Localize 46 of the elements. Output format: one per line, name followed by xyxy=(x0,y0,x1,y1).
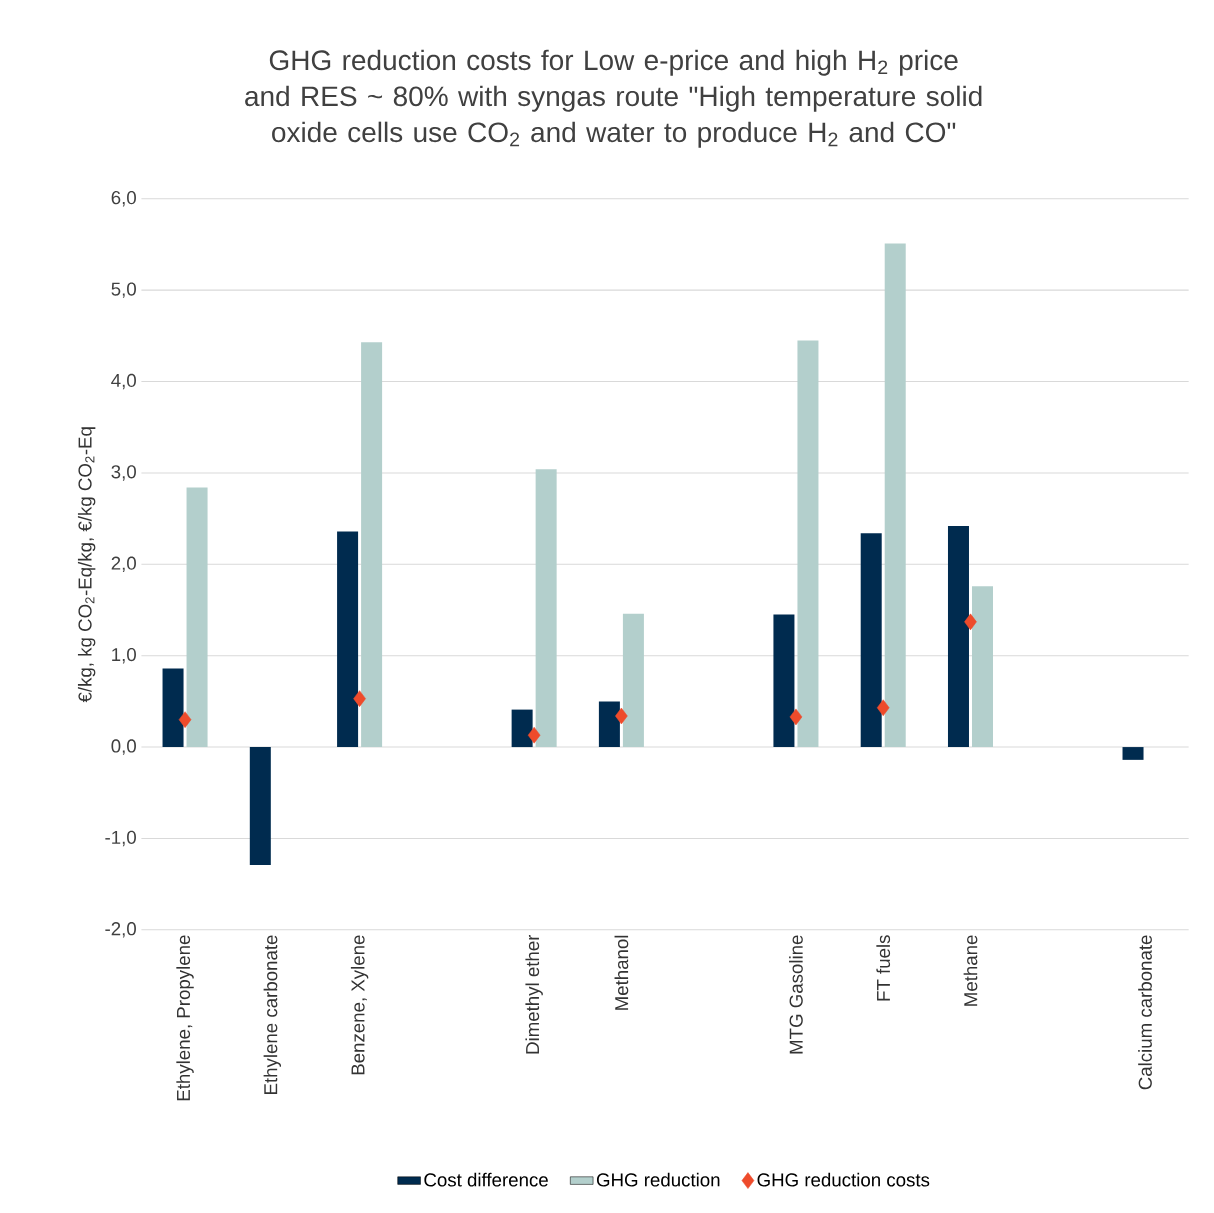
point xyxy=(353,690,366,708)
bar xyxy=(535,469,557,748)
bar xyxy=(511,709,533,748)
x-tick-label: Ethylene carbonate xyxy=(263,935,282,1095)
x-tick-label: MTG Gasoline xyxy=(789,935,803,1054)
bar xyxy=(249,747,271,866)
bar xyxy=(361,342,383,748)
bar xyxy=(884,243,906,748)
bar xyxy=(1122,747,1144,761)
y-tick-label: 4,0 xyxy=(111,373,136,390)
legend-label: GHG reduction costs xyxy=(757,1173,930,1187)
point xyxy=(876,699,890,717)
y-tick-label: 2,0 xyxy=(111,556,136,573)
x-tick-label: Calcium carbonate xyxy=(1138,935,1152,1090)
bar xyxy=(162,668,184,748)
point xyxy=(527,727,541,744)
x-tick-label: FT fuels xyxy=(876,935,891,1001)
point xyxy=(789,708,803,726)
y-tick-label: 1,0 xyxy=(112,648,136,664)
chart-title: GHG reduction costs for Low e-price and high H$_{2}$ price and RES ~ 80% with syngas route "High temperature solid oxide cells use CO$_{2}$ and water to produce H$_{2}$ and CO" xyxy=(245,49,982,148)
x-tick-label: Dimethyl ether xyxy=(525,935,543,1054)
y-tick-label: -1,0 xyxy=(105,830,136,847)
bar xyxy=(598,701,620,748)
point xyxy=(178,711,192,729)
bar xyxy=(971,586,993,748)
bar xyxy=(797,340,819,748)
y-tick-label: -2,0 xyxy=(105,922,136,938)
point xyxy=(615,707,628,725)
bar xyxy=(622,613,644,748)
x-tick-label: Ethylene, Propylene xyxy=(176,935,194,1101)
y-axis-title: €/kg, kg CO$_{2}$-Eq/kg, €/kg CO$_{2}$-Eq xyxy=(77,427,96,703)
y-tick-label: 3,0 xyxy=(111,465,136,481)
point xyxy=(964,613,977,631)
y-tick-label: 6,0 xyxy=(111,191,136,207)
bar xyxy=(337,531,359,748)
legend-label: GHG reduction xyxy=(596,1173,720,1187)
bar xyxy=(947,526,969,748)
y-tick-label: 5,0 xyxy=(111,282,136,299)
x-tick-label: Methane xyxy=(963,935,978,1006)
bar xyxy=(186,487,208,748)
bar xyxy=(773,614,795,748)
x-tick-label: Methanol xyxy=(614,935,629,1011)
legend-label: Cost difference xyxy=(424,1173,548,1187)
y-tick-label: 0,0 xyxy=(111,739,136,755)
x-tick-label: Benzene, Xylene xyxy=(350,935,369,1075)
bar xyxy=(860,533,882,748)
